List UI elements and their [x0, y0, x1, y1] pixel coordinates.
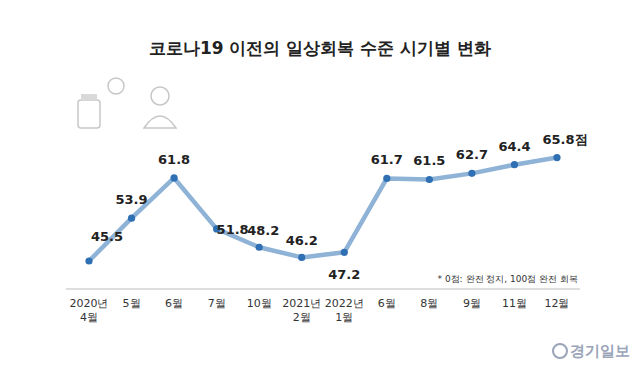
icon-virus	[108, 78, 124, 94]
annotation: * 0점: 완전 정지, 100점 완전 회복	[438, 274, 578, 284]
x-tick-label: 10월	[247, 297, 272, 310]
x-axis-line	[66, 289, 580, 290]
x-tick-label: 7월	[208, 297, 226, 310]
icon-bottle	[78, 100, 100, 128]
point	[85, 257, 92, 264]
source-logo	[553, 344, 567, 358]
data-label: 61.8	[158, 152, 190, 167]
point	[468, 170, 475, 177]
title: 코로나19 이전의 일상회복 수준 시기별 변화	[149, 38, 491, 58]
x-tick-label: 2020년4월	[70, 297, 109, 324]
icon-head	[151, 87, 169, 105]
x-tick-label: 9월	[463, 297, 481, 310]
point	[553, 154, 560, 161]
data-label: 47.2	[328, 267, 360, 282]
plot-area	[85, 154, 560, 265]
x-tick-label: 8월	[420, 297, 438, 310]
point	[341, 249, 348, 256]
line	[89, 158, 557, 261]
data-label: 48.2	[247, 223, 279, 238]
x-tick-label: 5월	[123, 297, 141, 310]
background	[0, 0, 640, 369]
source: 경기일보	[570, 342, 630, 360]
x-tick-label: 2021년2월	[282, 297, 321, 324]
point	[256, 244, 263, 251]
icons	[78, 78, 176, 128]
data-label: 65.8점	[542, 132, 587, 147]
point	[128, 215, 135, 222]
data-label: 61.7	[371, 152, 403, 167]
data-label: 45.5	[91, 229, 123, 244]
data-label: 61.5	[413, 153, 445, 168]
data-label: 64.4	[498, 139, 530, 154]
x-tick-label: 12월	[545, 297, 570, 310]
chart: 코로나19 이전의 일상회복 수준 시기별 변화 45.5 53.9 61.8 51.8…	[0, 0, 640, 369]
point	[511, 161, 518, 168]
point	[426, 176, 433, 183]
data-label: 53.9	[116, 192, 148, 207]
point	[170, 174, 177, 181]
data-label: 46.2	[286, 233, 318, 248]
point	[383, 175, 390, 182]
x-tick-label: 11월	[502, 297, 527, 310]
x-tick-label: 6월	[378, 297, 396, 310]
x-tick-label: 2022년1월	[325, 297, 364, 324]
data-label: 62.7	[456, 147, 488, 162]
icon-body	[144, 116, 176, 128]
data-label: 51.8	[217, 222, 249, 237]
x-tick-label: 6월	[165, 297, 183, 310]
point	[298, 254, 305, 261]
icon-cap	[81, 94, 97, 100]
